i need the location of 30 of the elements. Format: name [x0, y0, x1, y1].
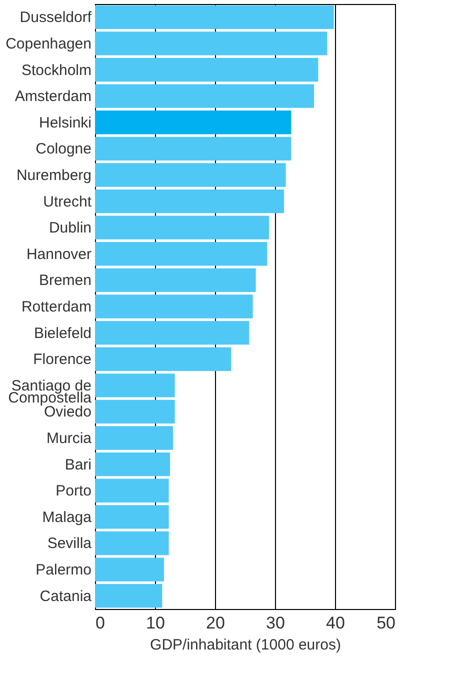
- x-tick-label: 20: [206, 614, 225, 632]
- x-tick-label: 30: [266, 614, 285, 632]
- y-tick-label: Stockholm: [21, 62, 92, 79]
- y-tick-label: Cologne: [36, 140, 92, 158]
- y-tick-label: Amsterdam: [14, 88, 92, 106]
- x-axis-title: GDP/inhabitant (1000 euros): [150, 636, 341, 654]
- y-tick-label: Copenhagen: [6, 35, 92, 52]
- x-tick-label: 40: [326, 614, 345, 632]
- y-tick-label: Utrecht: [43, 193, 92, 210]
- y-tick-label: Porto: [56, 482, 92, 500]
- y-tick-label: Rotterdam: [21, 298, 92, 316]
- y-tick-label: Malaga: [42, 508, 92, 526]
- y-tick-label: Bremen: [38, 272, 92, 290]
- y-tick-label: Sevilla: [47, 535, 92, 552]
- y-tick-label: Bielefeld: [34, 324, 92, 342]
- y-tick-label: Santiago de Compostella: [8, 377, 92, 406]
- x-tick-label: 50: [376, 614, 396, 632]
- y-tick-label: Nuremberg: [16, 166, 92, 184]
- y-tick-label: Bari: [64, 456, 92, 474]
- y-tick-label: Helsinki: [38, 114, 92, 132]
- y-tick-label: Palermo: [36, 562, 92, 579]
- y-tick-label: Dusseldorf: [20, 9, 92, 26]
- y-tick-label: Murcia: [46, 430, 92, 448]
- y-tick-label: Oviedo: [44, 404, 92, 421]
- x-tick-label: 0: [96, 614, 105, 632]
- y-tick-label: Dublin: [48, 220, 92, 237]
- y-tick-label: Catania: [40, 588, 92, 605]
- y-tick-label: Florence: [33, 351, 92, 368]
- y-tick-label: Hannover: [26, 246, 92, 263]
- x-tick-label: 10: [146, 614, 165, 632]
